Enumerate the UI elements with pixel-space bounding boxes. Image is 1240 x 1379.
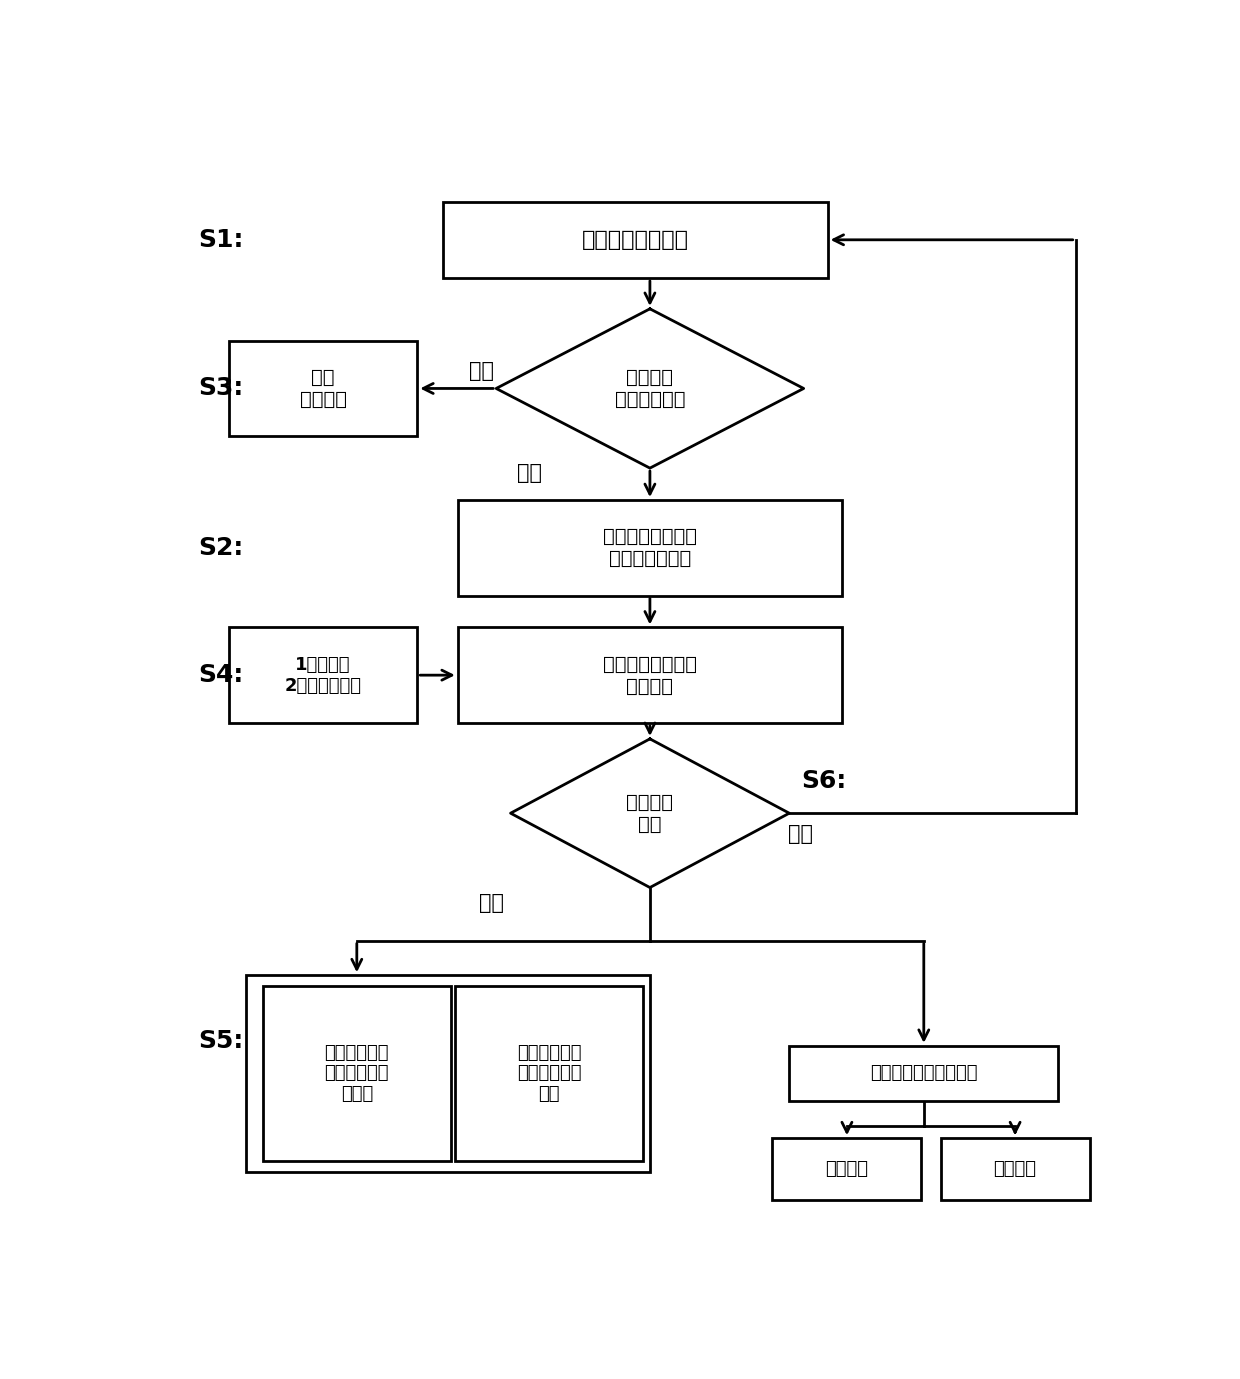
FancyBboxPatch shape — [444, 201, 828, 279]
Text: 若否: 若否 — [469, 361, 495, 382]
FancyBboxPatch shape — [455, 986, 642, 1161]
Text: 常规
一次调频: 常规 一次调频 — [300, 368, 347, 410]
Text: 1机组负荷
2最大带载能力: 1机组负荷 2最大带载能力 — [285, 656, 362, 695]
Polygon shape — [511, 739, 789, 888]
Text: S4:: S4: — [198, 663, 243, 687]
Text: 获得频差束属区间
生成负荷目标值: 获得频差束属区间 生成负荷目标值 — [603, 527, 697, 568]
FancyBboxPatch shape — [229, 627, 417, 723]
Text: 负荷指令提升值目标值: 负荷指令提升值目标值 — [870, 1065, 977, 1083]
FancyBboxPatch shape — [247, 975, 650, 1172]
Polygon shape — [496, 309, 804, 467]
Text: 是否低于
低频支援阈值: 是否低于 低频支援阈值 — [615, 368, 686, 410]
FancyBboxPatch shape — [941, 1138, 1090, 1200]
Text: S5:: S5: — [198, 1030, 243, 1054]
Text: 给水修正: 给水修正 — [993, 1160, 1037, 1178]
Text: S1:: S1: — [198, 228, 243, 252]
Text: 解列不可调节
抽汽的高压加
热器: 解列不可调节 抽汽的高压加 热器 — [517, 1044, 582, 1103]
FancyBboxPatch shape — [458, 501, 842, 596]
Text: 若否: 若否 — [789, 825, 813, 844]
Text: 获得机组实时频差: 获得机组实时频差 — [582, 230, 689, 250]
Text: 判断是否
实施: 判断是否 实施 — [626, 793, 673, 834]
Text: S3:: S3: — [198, 376, 243, 400]
Text: S6:: S6: — [801, 769, 846, 793]
FancyBboxPatch shape — [263, 986, 450, 1161]
Text: S2:: S2: — [198, 535, 243, 560]
Text: 若是: 若是 — [479, 894, 503, 913]
Text: 快关可调节抽
汽高加的抽汽
调节阀: 快关可调节抽 汽高加的抽汽 调节阀 — [325, 1044, 389, 1103]
FancyBboxPatch shape — [789, 1045, 1059, 1100]
Text: 燃料修正: 燃料修正 — [826, 1160, 868, 1178]
FancyBboxPatch shape — [458, 627, 842, 723]
FancyBboxPatch shape — [773, 1138, 921, 1200]
Text: 若是: 若是 — [517, 463, 542, 484]
Text: 机组实施低频支援
能力评估: 机组实施低频支援 能力评估 — [603, 655, 697, 695]
FancyBboxPatch shape — [229, 341, 417, 436]
